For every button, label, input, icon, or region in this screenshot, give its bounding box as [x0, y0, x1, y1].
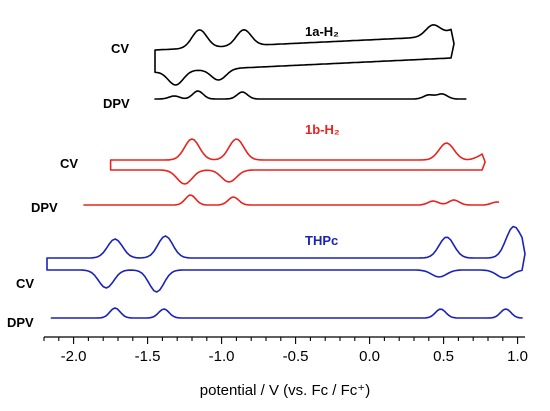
x-tick-label: -0.5 [283, 348, 309, 365]
series-name-1b-h2: 1b-H₂ [305, 122, 340, 137]
cv-label-thpc: CV [16, 276, 34, 291]
x-tick-label: -1.5 [135, 348, 161, 365]
dpv-label-1b-h2: DPV [31, 200, 58, 215]
x-tick-label: 0.0 [359, 348, 380, 365]
dpv-trace-thpc [50, 307, 523, 319]
cv-label-1a-h2: CV [111, 41, 129, 56]
dpv-label-thpc: DPV [7, 315, 34, 330]
cv-label-1b-h2: CV [60, 156, 78, 171]
x-tick-label: -2.0 [61, 348, 87, 365]
x-tick-label: 1.0 [507, 348, 528, 365]
cv-trace-thpc [46, 225, 526, 293]
x-tick-label: -1.0 [209, 348, 235, 365]
series-name-thpc: THPc [305, 233, 338, 248]
cv-trace-1a-h2 [154, 24, 455, 86]
dpv-trace-1a-h2 [154, 90, 467, 100]
x-axis-title: potential / V (vs. Fc / Fc⁺) [200, 382, 370, 399]
x-axis-ticks: -2.0 -1.5 -1.0 -0.5 0.0 0.5 1.0 [43, 337, 528, 365]
cv-trace-1b-h2 [109, 138, 486, 185]
x-tick-label: 0.5 [433, 348, 454, 365]
dpv-label-1a-h2: DPV [103, 96, 130, 111]
series-name-1a-h2: 1a-H₂ [305, 24, 339, 39]
dpv-trace-1b-h2 [83, 194, 500, 206]
